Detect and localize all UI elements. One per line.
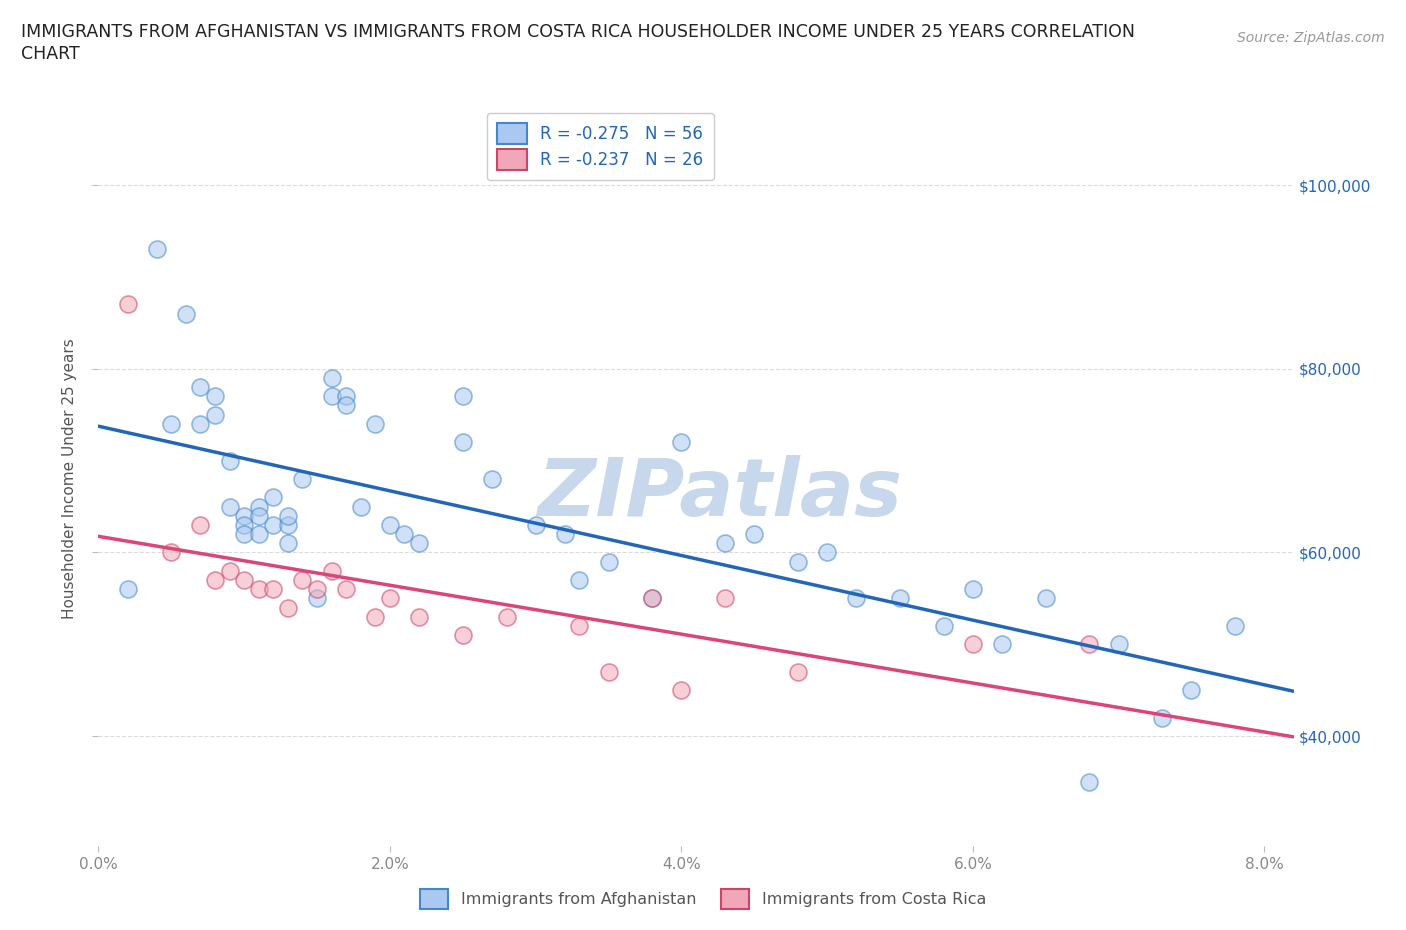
Point	[1108, 637, 1130, 652]
Point	[247, 582, 270, 597]
Point	[1152, 711, 1174, 725]
Point	[277, 536, 299, 551]
Point	[1180, 683, 1202, 698]
Point	[408, 609, 430, 624]
Legend: Immigrants from Afghanistan, Immigrants from Costa Rica: Immigrants from Afghanistan, Immigrants …	[412, 881, 994, 917]
Point	[218, 453, 240, 468]
Point	[335, 398, 357, 413]
Point	[568, 618, 591, 633]
Point	[378, 517, 401, 532]
Point	[641, 591, 664, 605]
Point	[451, 628, 474, 643]
Point	[145, 242, 167, 257]
Point	[598, 554, 620, 569]
Point	[481, 472, 503, 486]
Point	[364, 417, 387, 432]
Point	[394, 526, 416, 541]
Point	[305, 582, 328, 597]
Point	[335, 582, 357, 597]
Point	[932, 618, 955, 633]
Point	[568, 573, 591, 588]
Point	[671, 434, 693, 449]
Point	[845, 591, 868, 605]
Text: Source: ZipAtlas.com: Source: ZipAtlas.com	[1237, 31, 1385, 45]
Point	[321, 370, 343, 385]
Point	[233, 517, 256, 532]
Point	[408, 536, 430, 551]
Point	[598, 664, 620, 679]
Point	[233, 508, 256, 523]
Point	[378, 591, 401, 605]
Point	[117, 297, 139, 312]
Point	[495, 609, 517, 624]
Point	[671, 683, 693, 698]
Point	[262, 490, 284, 505]
Point	[247, 508, 270, 523]
Point	[233, 526, 256, 541]
Point	[889, 591, 911, 605]
Point	[277, 517, 299, 532]
Point	[1225, 618, 1247, 633]
Point	[218, 499, 240, 514]
Point	[277, 508, 299, 523]
Point	[962, 637, 984, 652]
Text: CHART: CHART	[21, 45, 80, 62]
Point	[291, 573, 314, 588]
Point	[350, 499, 373, 514]
Point	[1078, 637, 1101, 652]
Text: IMMIGRANTS FROM AFGHANISTAN VS IMMIGRANTS FROM COSTA RICA HOUSEHOLDER INCOME UND: IMMIGRANTS FROM AFGHANISTAN VS IMMIGRANT…	[21, 23, 1135, 41]
Point	[204, 407, 226, 422]
Point	[262, 517, 284, 532]
Point	[262, 582, 284, 597]
Text: ZIPatlas: ZIPatlas	[537, 455, 903, 533]
Point	[117, 582, 139, 597]
Y-axis label: Householder Income Under 25 years: Householder Income Under 25 years	[62, 339, 77, 619]
Point	[991, 637, 1014, 652]
Point	[815, 545, 838, 560]
Point	[524, 517, 547, 532]
Point	[247, 526, 270, 541]
Point	[291, 472, 314, 486]
Point	[247, 499, 270, 514]
Point	[787, 554, 810, 569]
Point	[335, 389, 357, 404]
Point	[160, 545, 183, 560]
Point	[1078, 775, 1101, 790]
Point	[305, 591, 328, 605]
Point	[190, 417, 212, 432]
Point	[204, 573, 226, 588]
Point	[190, 517, 212, 532]
Point	[554, 526, 576, 541]
Point	[218, 564, 240, 578]
Legend: R = -0.275   N = 56, R = -0.237   N = 26: R = -0.275 N = 56, R = -0.237 N = 26	[486, 113, 714, 180]
Point	[714, 591, 737, 605]
Point	[742, 526, 765, 541]
Point	[451, 434, 474, 449]
Point	[160, 417, 183, 432]
Point	[1035, 591, 1057, 605]
Point	[204, 389, 226, 404]
Point	[714, 536, 737, 551]
Point	[190, 379, 212, 394]
Point	[787, 664, 810, 679]
Point	[364, 609, 387, 624]
Point	[321, 564, 343, 578]
Point	[451, 389, 474, 404]
Point	[641, 591, 664, 605]
Point	[174, 306, 197, 321]
Point	[962, 582, 984, 597]
Point	[321, 389, 343, 404]
Point	[277, 600, 299, 615]
Point	[233, 573, 256, 588]
